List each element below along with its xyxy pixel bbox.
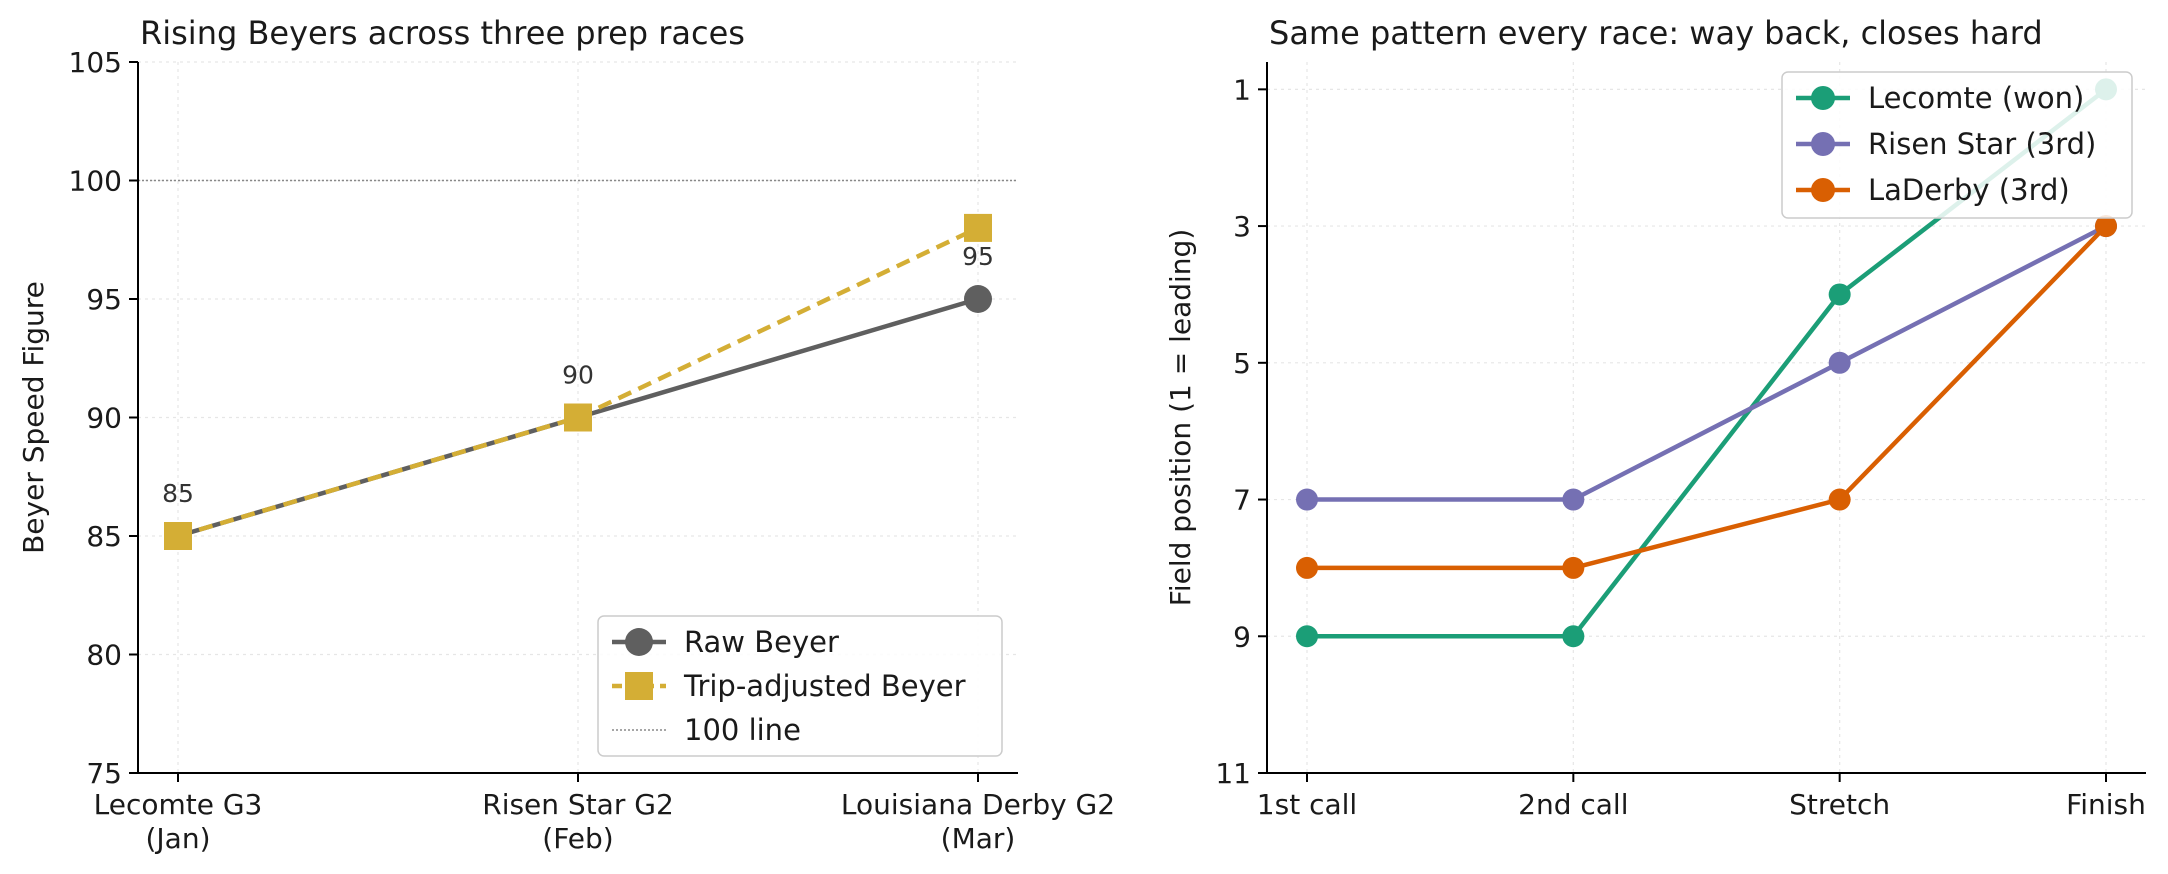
- y-tick-label: 105: [69, 46, 122, 79]
- series-line: [1307, 224, 2108, 502]
- legend-swatch-marker: [1811, 132, 1835, 156]
- y-tick-label: 3: [1233, 210, 1251, 243]
- chart-title: Same pattern every race: way back, close…: [1269, 14, 2043, 52]
- x-tick-label: (Mar): [941, 822, 1016, 855]
- legend-label: Raw Beyer: [684, 625, 839, 659]
- x-tick-label: Risen Star G2: [482, 788, 674, 821]
- legend: Raw Beyer Trip-adjusted Beyer 100 line: [597, 615, 1003, 757]
- legend-label: Risen Star (3rd): [1868, 127, 2096, 161]
- data-point: [1562, 556, 1585, 579]
- legend-swatch-marker: [1811, 86, 1835, 110]
- chart-title: Rising Beyers across three prep races: [140, 14, 745, 52]
- y-tick-label: 11: [1215, 757, 1251, 790]
- x-tick-label: Finish: [2066, 788, 2146, 821]
- y-tick-label: 90: [86, 402, 122, 435]
- data-label: 95: [962, 242, 994, 271]
- y-tick-label: 95: [86, 283, 122, 316]
- y-tick-label: 5: [1233, 347, 1251, 380]
- y-tick-label: 75: [86, 757, 122, 790]
- legend-label: LaDerby (3rd): [1868, 173, 2070, 207]
- legend: Lecomte (won) Risen Star (3rd) LaDerby (3r…: [1781, 71, 2133, 219]
- legend-label: Lecomte (won): [1868, 81, 2084, 115]
- y-tick-label: 7: [1233, 484, 1251, 517]
- data-point: [964, 285, 992, 313]
- legend-label: Trip-adjusted Beyer: [683, 669, 966, 703]
- data-point: [2095, 215, 2117, 238]
- data-point: [164, 522, 192, 550]
- legend-box: [1781, 71, 2133, 219]
- legend-box: [597, 615, 1003, 757]
- data-point: [1296, 625, 1318, 648]
- x-tick-label: 1st call: [1257, 788, 1357, 821]
- series-line: [177, 225, 979, 539]
- data-point: [1296, 488, 1318, 511]
- data-point: [1296, 556, 1318, 579]
- y-axis-label: Beyer Speed Figure: [17, 281, 50, 554]
- x-tick-label: 2nd call: [1518, 788, 1628, 821]
- x-tick-label: Lecomte G3: [94, 788, 263, 821]
- y-tick-label: 100: [69, 165, 122, 198]
- y-axis-label: Field position (1 = leading): [1164, 229, 1197, 607]
- series-line: [1307, 224, 2108, 571]
- data-point: [1562, 625, 1585, 648]
- legend-swatch-marker: [625, 672, 653, 700]
- x-tick-label: Louisiana Derby G2: [841, 788, 1115, 821]
- y-tick-label: 1: [1233, 73, 1251, 106]
- x-tick-label: (Feb): [542, 822, 613, 855]
- data-point: [964, 213, 992, 242]
- data-point: [1828, 283, 1851, 306]
- data-point: [1828, 351, 1851, 374]
- data-point: [1562, 488, 1585, 511]
- y-tick-label: 80: [86, 639, 122, 672]
- y-tick-label: 85: [86, 520, 122, 553]
- legend-swatch-marker: [1811, 178, 1835, 202]
- data-label: 90: [562, 361, 594, 390]
- legend-swatch-marker: [625, 628, 653, 656]
- data-label: 85: [162, 479, 194, 508]
- y-tick-label: 9: [1233, 620, 1251, 653]
- data-point: [1828, 488, 1851, 511]
- data-point: [564, 403, 592, 432]
- x-tick-label: Stretch: [1789, 788, 1890, 821]
- x-tick-label: (Jan): [145, 822, 210, 855]
- chart-panel-1: 75 80 85 90 95 100 105 Lecomte G3(Jan) Risen Sta…: [17, 14, 1115, 855]
- legend-label: 100 line: [684, 713, 801, 747]
